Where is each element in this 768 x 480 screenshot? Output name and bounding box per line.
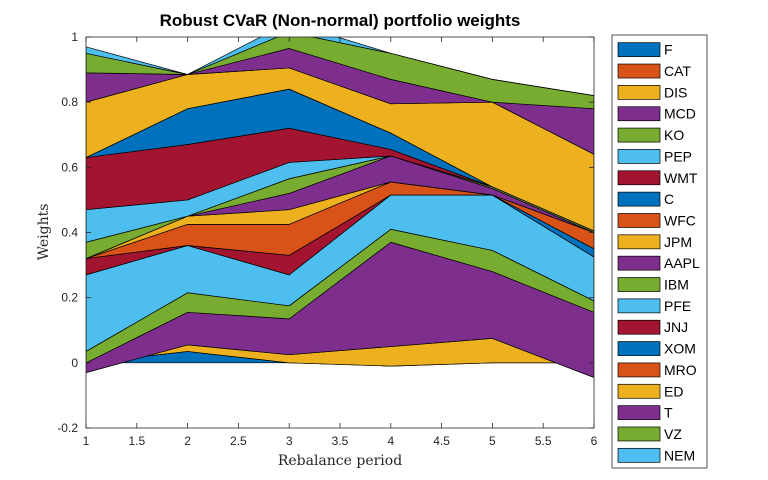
legend-swatch-nem: [617, 447, 661, 463]
x-tick-label: 2: [184, 434, 191, 448]
x-axis-label: Rebalance period: [278, 453, 402, 469]
legend-swatch-jpm: [617, 234, 661, 250]
y-tick-label: 0.4: [61, 226, 78, 240]
x-tick-label: 4: [387, 434, 394, 448]
legend-label-jnj: JNJ: [664, 319, 688, 335]
area-layers: [86, 37, 594, 378]
y-tick-label: 0.8: [61, 95, 78, 109]
legend-label-wfc: WFC: [664, 212, 696, 228]
x-tick-label: 2.5: [230, 434, 247, 448]
legend-swatch-ed: [617, 383, 661, 399]
legend-swatch-dis: [617, 85, 661, 100]
legend-label-mcd: MCD: [664, 106, 696, 122]
x-tick-label: 3: [286, 434, 293, 448]
legend-label-aapl: AAPL: [664, 255, 700, 271]
legend-label-ko: KO: [664, 127, 684, 143]
legend-label-wmt: WMT: [664, 170, 698, 186]
x-tick-label: 3.5: [332, 434, 349, 448]
legend-label-f: F: [664, 42, 673, 58]
legend-swatch-f: [617, 42, 661, 58]
legend-label-t: T: [664, 405, 673, 421]
legend-swatch-wmt: [617, 170, 661, 186]
area-nem: [86, 37, 594, 96]
legend-swatch-pfe: [617, 298, 661, 314]
legend-label-vz: VZ: [664, 426, 682, 442]
legend-swatch-c: [617, 191, 661, 207]
legend: F CAT DIS MCD KO PEP WMT C WFC JPM AAPL IBM PFE JNJ XO…: [611, 34, 708, 469]
chart-title: Robust CVaR (Non-normal) portfolio weigh…: [160, 11, 521, 30]
y-tick-label: 0.2: [61, 291, 78, 305]
legend-swatch-mcd: [617, 106, 661, 122]
legend-swatch-pep: [617, 149, 661, 164]
legend-swatch-ibm: [617, 277, 661, 292]
legend-label-pfe: PFE: [664, 298, 691, 314]
x-tick-label: 1: [83, 434, 90, 448]
x-tick-label: 4.5: [433, 434, 450, 448]
legend-label-cat: CAT: [664, 63, 691, 79]
y-tick-label: 1: [71, 30, 78, 44]
legend-label-ibm: IBM: [664, 277, 689, 293]
axes: 1 1.5 2 2.5 3 3.5 4 4.5 5 5.5 6 -0.2 0 0.2 0.4 0.6 0.8 1: [57, 30, 597, 448]
legend-label-xom: XOM: [664, 341, 696, 357]
legend-swatch-ko: [617, 127, 661, 143]
legend-label-ed: ED: [664, 383, 683, 399]
legend-label-jpm: JPM: [664, 234, 692, 250]
legend-swatch-wfc: [617, 213, 661, 228]
x-tick-label: 1.5: [128, 434, 145, 448]
x-tick-label: 5: [489, 434, 496, 448]
legend-swatch-aapl: [617, 255, 661, 271]
legend-swatch-jnj: [617, 319, 661, 335]
legend-label-pep: PEP: [664, 148, 692, 164]
legend-label-dis: DIS: [664, 84, 687, 100]
y-axis-label: Weights: [36, 204, 52, 261]
x-tick-label: 6: [591, 434, 598, 448]
legend-swatch-mro: [617, 362, 661, 378]
x-tick-label: 5.5: [535, 434, 552, 448]
legend-label-nem: NEM: [664, 447, 695, 463]
legend-swatch-t: [617, 405, 661, 420]
legend-box: [611, 34, 708, 469]
y-tick-label: -0.2: [57, 421, 78, 435]
y-tick-label: 0.6: [61, 160, 78, 174]
legend-swatch-xom: [617, 341, 661, 356]
legend-swatch-cat: [617, 63, 661, 79]
legend-label-c: C: [664, 191, 674, 207]
legend-swatch-vz: [617, 426, 661, 442]
y-tick-label: 0: [71, 356, 78, 370]
legend-label-mro: MRO: [664, 362, 697, 378]
